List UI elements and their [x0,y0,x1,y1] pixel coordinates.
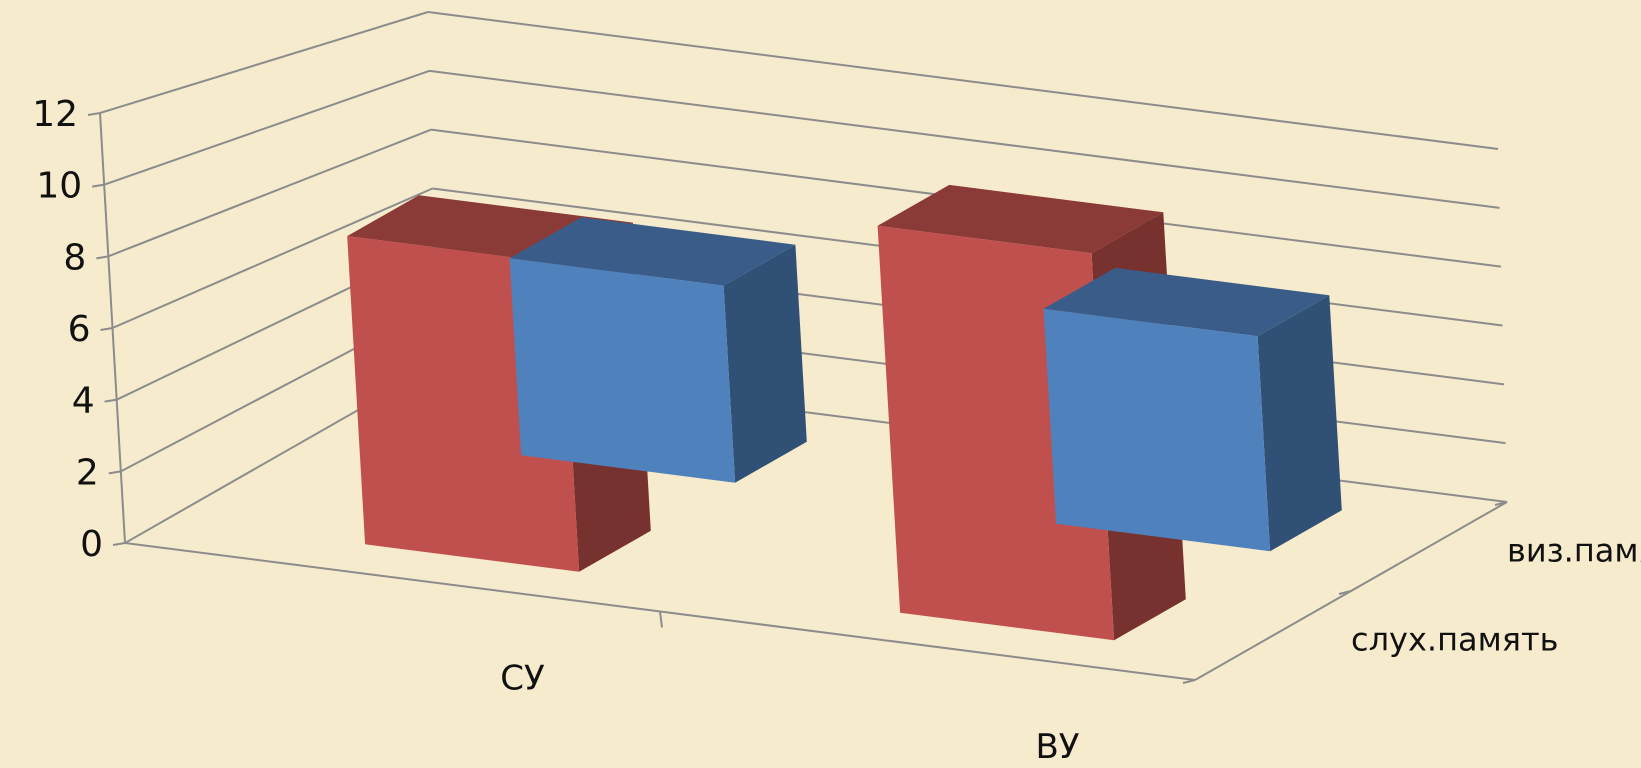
series-tick-mark [1182,679,1196,684]
y-tick-label: 6 [68,309,91,350]
bar-side [723,244,807,483]
category-label: ВУ [1035,727,1079,767]
bar-top [877,184,1164,254]
series-tick-mark [1494,501,1508,506]
bar-front [1043,308,1271,552]
y-tick-mark-10 [92,183,105,188]
category-label: СУ [500,658,545,698]
series-label: слух.память [1351,621,1559,659]
y-tick-label: 4 [72,381,95,422]
y-tick-label: 8 [63,237,86,278]
y-tick-label: 12 [32,94,78,135]
bar-top [1043,267,1330,337]
y-tick-mark-0 [112,542,126,546]
series-tick-mark [1338,590,1352,595]
bar-auditory-2 [1043,267,1342,552]
y-tick-label: 0 [80,524,103,565]
y-axis-line [99,112,126,544]
y-tick-mark-8 [96,255,109,260]
gridline-left-10 [103,69,430,186]
bars [347,184,1342,641]
y-tick-label: 10 [36,166,82,207]
series-label: виз.память [1507,532,1641,570]
bar-top [509,217,796,286]
gridline-left-8 [107,128,432,258]
x-tick-mark [659,611,663,628]
gridline-left-12 [99,11,429,114]
bar-front [509,258,736,483]
y-tick-mark-2 [108,470,121,475]
bar-side [1257,295,1342,552]
gridline-left-6 [112,187,433,329]
y-tick-mark-6 [100,327,113,331]
labels: 0 2 4 6 8 10 12 СУ ВУ слух.память виз.память [32,94,1641,767]
bar-auditory-1 [509,217,807,483]
gridline-back-10 [429,69,1500,209]
y-tick-label: 2 [76,452,99,493]
y-tick-mark-12 [87,112,101,116]
gridline-back-12 [427,11,1499,150]
y-tick-mark-4 [104,398,117,403]
